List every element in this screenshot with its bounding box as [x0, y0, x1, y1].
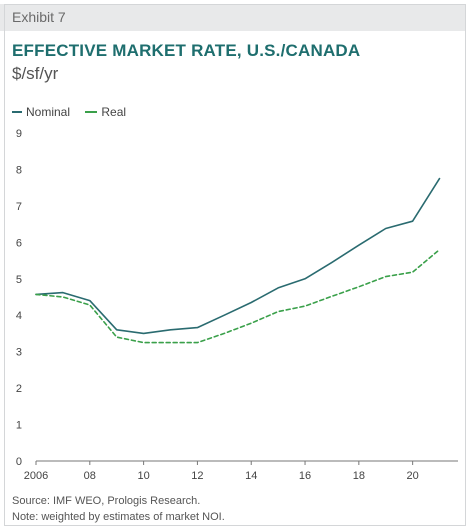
x-tick-label: 12 — [191, 470, 203, 482]
x-tick-label: 2006 — [24, 470, 48, 482]
methodology-note: Note: weighted by estimates of market NO… — [12, 511, 225, 523]
y-tick-label: 7 — [16, 201, 22, 213]
x-tick-label: 14 — [245, 470, 257, 482]
y-tick-label: 4 — [16, 310, 22, 322]
y-tick-label: 6 — [16, 237, 22, 249]
y-tick-label: 5 — [16, 274, 22, 286]
chart-footnotes: Source: IMF WEO, Prologis Research. Note… — [12, 493, 225, 525]
y-tick-label: 3 — [16, 347, 22, 359]
series-line-nominal — [35, 177, 441, 335]
x-tick-label: 18 — [353, 470, 365, 482]
y-tick-label: 2 — [16, 383, 22, 395]
x-tick-label: 20 — [407, 470, 419, 482]
source-note: Source: IMF WEO, Prologis Research. — [12, 495, 201, 507]
x-tick-label: 16 — [299, 470, 311, 482]
y-tick-label: 9 — [16, 128, 22, 140]
x-tick-label: 10 — [137, 470, 149, 482]
chart-series — [35, 177, 441, 344]
y-tick-label: 0 — [16, 456, 22, 468]
y-tick-label: 8 — [16, 164, 22, 176]
y-tick-label: 1 — [16, 420, 22, 432]
series-line-real — [35, 248, 441, 344]
x-tick-label: 08 — [84, 470, 96, 482]
